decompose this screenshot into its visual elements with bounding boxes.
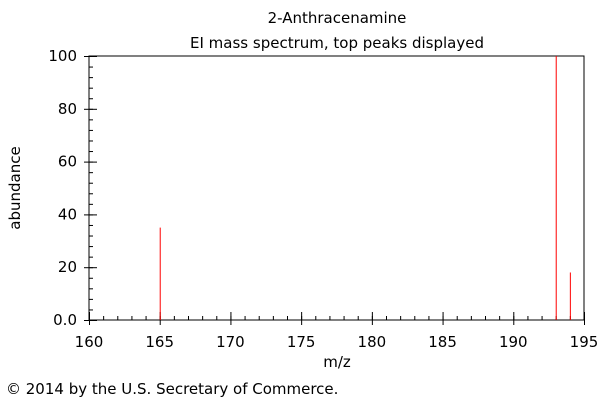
x-tick-label: 185	[428, 333, 457, 351]
y-tick-label: 0.0	[53, 311, 77, 329]
y-tick-label: 40	[58, 205, 77, 223]
y-tick-label: 60	[58, 153, 77, 171]
x-axis-label: m/z	[323, 353, 351, 371]
y-tick-label: 20	[58, 258, 77, 276]
plot-frame	[88, 55, 585, 321]
x-tick-label: 195	[570, 333, 599, 351]
x-tick-label: 165	[145, 333, 174, 351]
x-tick-label: 180	[358, 333, 387, 351]
plot-area: 160 165 170 175 180 185 190 195 0.0 20 40 60 80 100	[48, 47, 598, 351]
copyright-notice: © 2014 by the U.S. Secretary of Commerce…	[6, 380, 339, 398]
x-tick-label: 160	[75, 333, 104, 351]
y-tick-label: 80	[58, 100, 77, 118]
x-tick-label: 170	[216, 333, 245, 351]
y-axis-label: abundance	[6, 146, 24, 229]
x-tick-label: 190	[499, 333, 528, 351]
x-tick-label: 175	[287, 333, 316, 351]
chart-title: 2-Anthracenamine	[268, 9, 407, 27]
y-tick-label: 100	[48, 47, 77, 65]
chart-subtitle: EI mass spectrum, top peaks displayed	[190, 34, 484, 52]
